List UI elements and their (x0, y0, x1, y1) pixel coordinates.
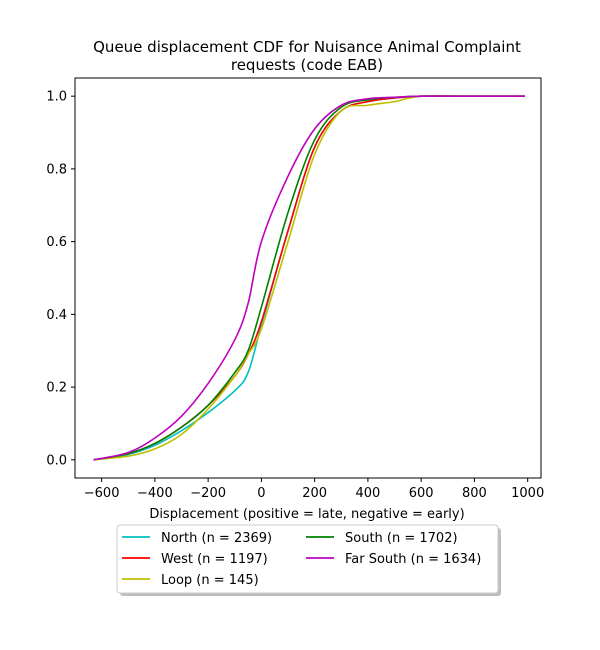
plot-frame (74, 77, 542, 479)
legend: North (n = 2369) West (n = 1197) Loop (n =… (116, 524, 501, 596)
legend-label-5: Far South (n = 1634) (345, 552, 481, 567)
x-tick-label: 0 (257, 486, 265, 501)
plot-lines (93, 94, 526, 461)
x-axis-label: Displacement (positive = late, negative … (149, 507, 464, 522)
x-axis-ticks: −600 −400 −200 0 200 400 600 800 1000 (84, 478, 544, 501)
x-tick-label: −600 (84, 486, 120, 501)
y-tick-label: 1.0 (46, 90, 67, 105)
series-line-3 (93, 94, 526, 461)
y-tick-label: 0.2 (46, 381, 67, 396)
legend-label-1: North (n = 2369) (161, 531, 272, 546)
y-tick-label: 0.0 (46, 453, 67, 468)
x-tick-label: 200 (302, 486, 327, 501)
x-tick-label: 400 (356, 486, 381, 501)
legend-label-4: South (n = 1702) (345, 531, 458, 546)
legend-label-3: Loop (n = 145) (161, 573, 259, 588)
x-tick-label: 600 (409, 486, 434, 501)
series-line-4 (93, 95, 526, 461)
x-tick-label: −400 (137, 486, 173, 501)
chart-title: Queue displacement CDF for Nuisance Anim… (93, 38, 521, 74)
y-tick-label: 0.8 (46, 162, 67, 177)
legend-box (116, 524, 499, 594)
y-tick-label: 0.4 (46, 308, 67, 323)
chart-title-line-2: requests (code EAB) (231, 56, 383, 74)
x-tick-label: −200 (190, 486, 226, 501)
legend-items: North (n = 2369) West (n = 1197) Loop (n =… (122, 531, 481, 588)
y-tick-label: 0.6 (46, 235, 67, 250)
chart-title-line-1: Queue displacement CDF for Nuisance Anim… (93, 38, 521, 56)
legend-label-2: West (n = 1197) (161, 552, 268, 567)
x-tick-label: 1000 (511, 486, 544, 501)
y-axis-ticks: 0.0 0.2 0.4 0.6 0.8 1.0 (46, 90, 75, 468)
series-line-5 (93, 95, 526, 461)
x-tick-label: 800 (462, 486, 487, 501)
